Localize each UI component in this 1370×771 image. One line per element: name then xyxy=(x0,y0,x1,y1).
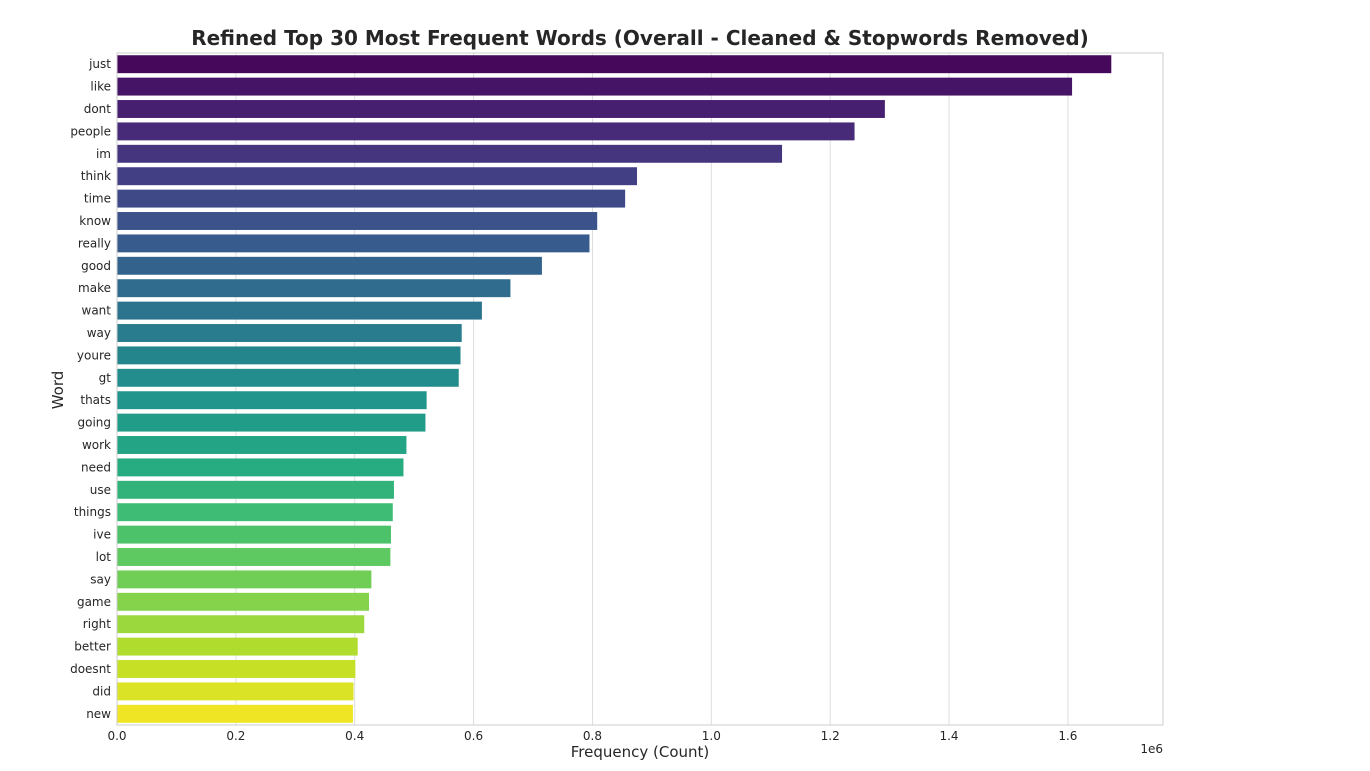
bar-want xyxy=(117,301,482,320)
y-tick-label: want xyxy=(82,304,112,318)
y-tick-label: know xyxy=(79,214,111,228)
x-axis-offset-label: 1e6 xyxy=(1140,742,1163,756)
y-tick-label: make xyxy=(78,281,111,295)
bar-dont xyxy=(117,100,885,118)
bar-just xyxy=(117,55,1112,74)
y-tick-label: time xyxy=(84,192,111,206)
x-tick-label: 1.6 xyxy=(1058,729,1077,743)
bars xyxy=(117,55,1112,723)
x-tick-label: 0.0 xyxy=(107,729,126,743)
y-tick-label: work xyxy=(82,438,111,452)
bar-work xyxy=(117,436,407,454)
x-axis-label: Frequency (Count) xyxy=(571,743,710,761)
x-tick-label: 1.2 xyxy=(821,729,840,743)
bar-say xyxy=(117,570,372,589)
y-tick-label: just xyxy=(88,57,111,71)
bar-new xyxy=(117,704,353,723)
y-tick-label: people xyxy=(70,124,111,138)
y-tick-label: im xyxy=(96,147,111,161)
y-tick-label: gt xyxy=(99,371,112,385)
y-tick-label: like xyxy=(90,80,111,94)
y-axis-label: Word xyxy=(49,371,67,410)
x-tick-label: 0.4 xyxy=(345,729,364,743)
y-tick-labels: just like dont people im think time know really g… xyxy=(70,57,111,721)
y-tick-label: new xyxy=(86,707,111,721)
y-tick-label: things xyxy=(74,505,111,519)
bar-lot xyxy=(117,548,391,566)
bar-im xyxy=(117,144,783,163)
y-tick-label: lot xyxy=(96,550,112,564)
bar-things xyxy=(117,503,393,522)
plot-frame xyxy=(116,52,1164,726)
y-tick-label: going xyxy=(77,416,111,430)
bar-people xyxy=(117,122,855,141)
bar-way xyxy=(117,324,462,342)
bar-like xyxy=(117,77,1073,96)
x-tick-label: 0.6 xyxy=(464,729,483,743)
y-tick-label: way xyxy=(87,326,111,340)
y-tick-label: use xyxy=(90,483,111,497)
bar-ive xyxy=(117,525,391,544)
chart-title: Refined Top 30 Most Frequent Words (Over… xyxy=(191,26,1089,50)
x-tick-label: 1.4 xyxy=(939,729,958,743)
y-tick-label: doesnt xyxy=(70,662,111,676)
x-tick-label: 1.0 xyxy=(702,729,721,743)
bar-need xyxy=(117,458,404,477)
y-tick-label: game xyxy=(77,595,111,609)
y-tick-label: say xyxy=(90,572,111,586)
bar-thats xyxy=(117,391,427,410)
bar-think xyxy=(117,167,638,186)
bar-time xyxy=(117,189,626,208)
y-tick-label: right xyxy=(83,617,111,631)
y-tick-label: better xyxy=(74,640,111,654)
y-tick-label: ive xyxy=(93,528,111,542)
x-tick-label: 0.8 xyxy=(583,729,602,743)
x-tick-label: 0.2 xyxy=(226,729,245,743)
bar-right xyxy=(117,615,365,634)
bar-gt xyxy=(117,368,459,387)
y-tick-label: youre xyxy=(77,348,111,362)
y-tick-label: thats xyxy=(80,393,111,407)
y-tick-label: need xyxy=(81,460,111,474)
x-tick-labels: 0.0 0.2 0.4 0.6 0.8 1.0 1.2 1.4 1.6 xyxy=(107,729,1077,743)
bar-doesnt xyxy=(117,660,356,678)
bar-game xyxy=(117,592,369,611)
gridlines xyxy=(116,53,1069,725)
bar-really xyxy=(117,234,590,253)
bar-make xyxy=(117,279,511,298)
bar-did xyxy=(117,682,354,701)
bar-good xyxy=(117,256,542,275)
y-tick-label: good xyxy=(81,259,111,273)
y-tick-label: really xyxy=(78,236,111,250)
bar-better xyxy=(117,637,358,656)
bar-going xyxy=(117,413,426,432)
y-tick-label: did xyxy=(92,684,111,698)
bar-use xyxy=(117,480,394,499)
bar-know xyxy=(117,212,598,230)
y-tick-label: dont xyxy=(84,102,112,116)
bar-youre xyxy=(117,346,461,365)
y-tick-label: think xyxy=(81,169,111,183)
